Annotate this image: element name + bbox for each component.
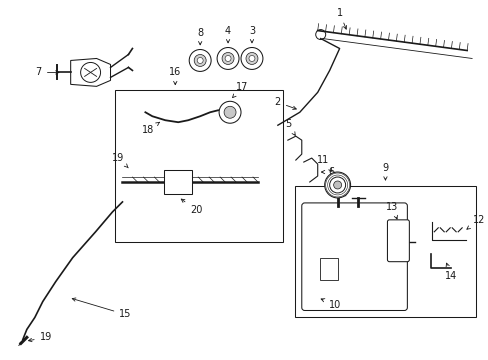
Circle shape — [224, 106, 236, 118]
Circle shape — [194, 54, 206, 67]
Text: 15: 15 — [72, 298, 131, 319]
Text: 16: 16 — [169, 67, 181, 85]
Bar — [319, 258, 337, 280]
Bar — [164, 170, 192, 194]
Circle shape — [315, 30, 325, 40]
Text: 18: 18 — [142, 122, 159, 135]
Circle shape — [329, 177, 345, 193]
Circle shape — [333, 181, 341, 189]
Text: 8: 8 — [197, 28, 203, 45]
Text: 20: 20 — [181, 199, 202, 215]
Text: 10: 10 — [321, 299, 340, 310]
Circle shape — [81, 62, 101, 82]
Text: 1: 1 — [336, 8, 346, 29]
Bar — [294, 186, 475, 318]
Circle shape — [222, 53, 234, 64]
Text: 5: 5 — [284, 119, 295, 135]
Text: 14: 14 — [444, 263, 456, 281]
Text: 2: 2 — [274, 97, 296, 109]
Circle shape — [219, 101, 241, 123]
Circle shape — [245, 53, 258, 64]
Polygon shape — [71, 58, 110, 86]
Text: 9: 9 — [382, 163, 388, 180]
Text: 17: 17 — [232, 82, 248, 98]
Text: 6: 6 — [321, 167, 334, 177]
Circle shape — [189, 50, 211, 71]
Text: 11: 11 — [316, 155, 331, 171]
Text: 4: 4 — [224, 26, 231, 43]
Text: 13: 13 — [386, 202, 398, 219]
Bar — [115, 90, 282, 242]
Text: 7: 7 — [36, 67, 59, 77]
FancyBboxPatch shape — [301, 203, 407, 310]
Circle shape — [241, 48, 263, 69]
Circle shape — [324, 172, 350, 198]
Text: 12: 12 — [466, 215, 484, 229]
Circle shape — [217, 48, 239, 69]
Text: 3: 3 — [248, 26, 255, 43]
Circle shape — [224, 55, 230, 62]
FancyBboxPatch shape — [386, 220, 408, 262]
Text: 19: 19 — [112, 153, 128, 168]
Circle shape — [248, 55, 254, 62]
Circle shape — [197, 58, 203, 63]
Text: 19: 19 — [28, 332, 52, 342]
